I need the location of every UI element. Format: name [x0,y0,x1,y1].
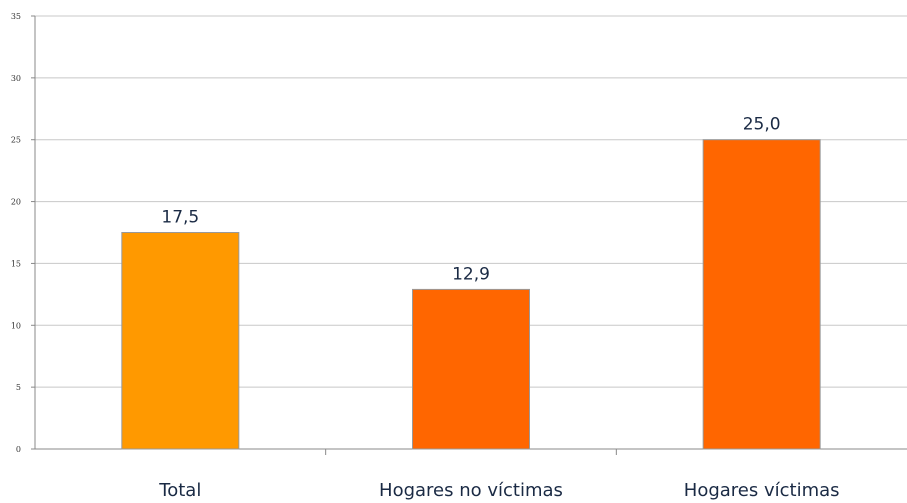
category-label: Hogares no víctimas [379,480,563,501]
y-tick-label: 10 [11,321,21,330]
y-tick-label: 5 [16,383,21,392]
bar-1 [412,288,530,450]
y-tick-label: 30 [11,74,21,83]
y-axis: 0 5 10 15 20 25 30 35 [11,12,36,454]
y-tick-label: 25 [11,136,21,145]
category-label: Hogares víctimas [684,480,840,501]
data-label: 17,5 [161,208,199,228]
y-tick-label: 35 [11,12,21,21]
data-label: 12,9 [452,264,490,284]
x-axis: Total Hogares no víctimas Hogares víctimas [35,448,907,501]
category-label: Total [158,480,201,501]
y-tick-label: 0 [16,445,21,454]
y-tick-label: 20 [11,198,21,207]
data-labels: 17,5 12,9 25,0 [161,115,780,285]
bar-2 [702,139,821,450]
bars [121,139,821,450]
bar-0 [121,232,240,450]
y-tick-label: 15 [11,259,21,268]
data-label: 25,0 [743,115,781,135]
